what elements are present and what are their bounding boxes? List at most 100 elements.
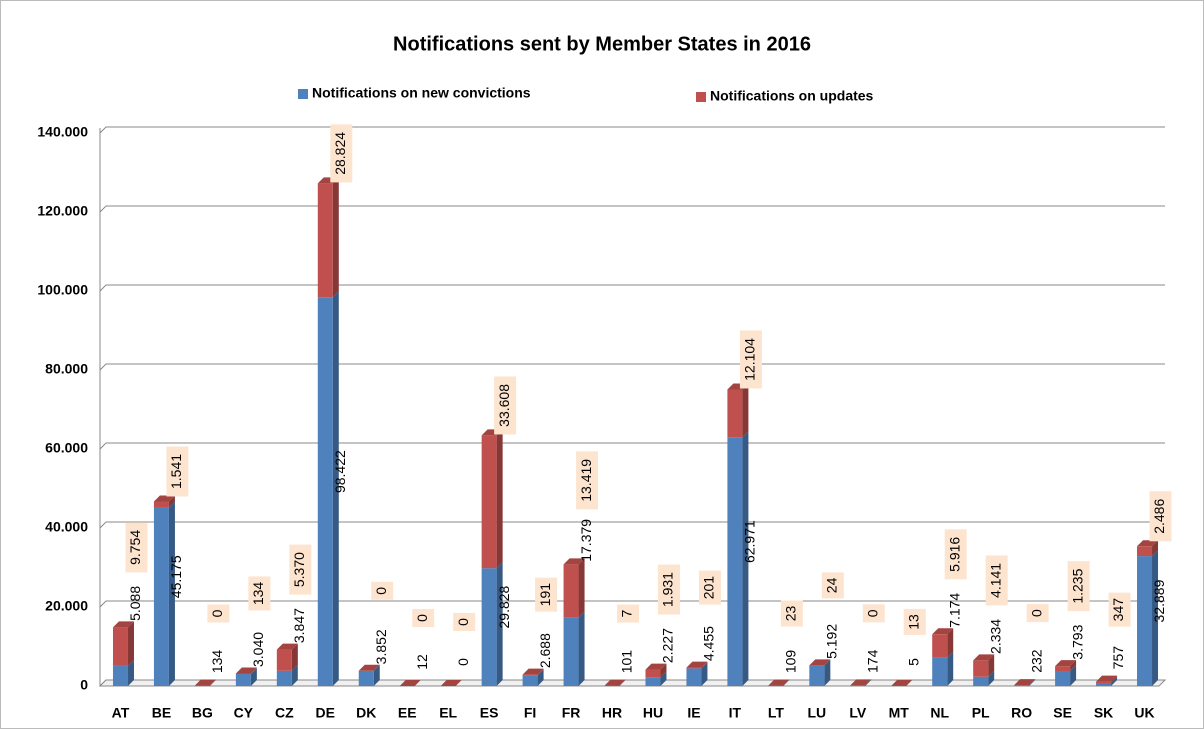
bar	[112, 627, 128, 666]
bar	[727, 437, 743, 686]
bar-top	[235, 667, 257, 674]
x-tick-label: IE	[687, 705, 700, 721]
value-label: 1.541	[168, 454, 184, 489]
bar	[686, 667, 702, 669]
x-tick-label: BG	[192, 705, 213, 721]
value-label: 0	[455, 618, 471, 626]
value-label: 4.141	[987, 563, 1003, 598]
bar-side	[1152, 540, 1159, 557]
value-label-bg	[289, 544, 312, 595]
bar-top	[522, 668, 544, 675]
bar-side	[988, 654, 995, 677]
bar	[645, 677, 661, 686]
value-label: 0	[414, 614, 430, 622]
y-tick-label: 60.000	[45, 440, 88, 456]
bar-top	[153, 495, 175, 502]
value-label: 7	[619, 609, 635, 617]
y-tick-label: 20.000	[45, 598, 88, 614]
grid-line	[99, 284, 1165, 292]
value-label: 0	[864, 609, 880, 617]
value-label: 757	[1110, 646, 1126, 670]
value-label: 5.192	[824, 624, 840, 659]
grid-line	[99, 205, 1165, 213]
bar	[481, 568, 497, 686]
bar	[1014, 685, 1030, 686]
y-tick-label: 0	[80, 677, 88, 693]
bar-side	[783, 679, 790, 686]
grid-line	[99, 126, 1165, 134]
bar	[563, 564, 579, 618]
value-label-bg	[125, 522, 148, 573]
bar-side	[291, 643, 298, 671]
value-label: 4.455	[701, 626, 717, 661]
bar	[112, 665, 128, 686]
legend-label: Notifications on new convictions	[312, 85, 531, 101]
value-label-bg	[1067, 561, 1090, 612]
x-tick-label: FR	[562, 705, 581, 721]
bar-top	[399, 679, 421, 686]
bar	[235, 673, 251, 686]
bar-side	[1111, 675, 1118, 684]
value-label: 1.235	[1069, 568, 1085, 603]
value-label: 5.370	[291, 552, 307, 587]
value-label-bg	[903, 608, 926, 635]
x-tick-label: RO	[1011, 705, 1032, 721]
bar	[358, 670, 374, 686]
value-label: 98.422	[332, 450, 348, 493]
value-label: 1.931	[660, 572, 676, 607]
value-label: 109	[783, 650, 799, 674]
bar-side	[537, 669, 544, 686]
value-label-bg	[698, 570, 721, 605]
x-tick-label: IT	[729, 705, 742, 721]
bar-side	[1152, 550, 1159, 686]
x-tick-label: CY	[234, 705, 254, 721]
value-label: 3.847	[291, 608, 307, 643]
value-label: 12	[414, 654, 430, 670]
bar	[153, 507, 169, 686]
bar	[932, 657, 948, 686]
value-label: 5	[905, 658, 921, 666]
bar-side	[250, 667, 257, 674]
bar-side	[127, 621, 134, 666]
bar-top	[809, 659, 831, 666]
chart-title: Notifications sent by Member States in 2…	[393, 33, 811, 55]
value-label: 12.104	[742, 338, 758, 381]
value-label-bg	[780, 600, 803, 627]
bar	[645, 669, 661, 678]
bar	[276, 649, 292, 671]
bar-side	[906, 679, 913, 686]
x-tick-label: SE	[1053, 705, 1072, 721]
x-tick-label: BE	[152, 705, 171, 721]
bar-side	[168, 495, 175, 508]
bar-side	[619, 679, 626, 686]
x-tick-label: SK	[1094, 705, 1113, 721]
bar	[235, 673, 251, 674]
x-tick-label: HU	[643, 705, 663, 721]
x-tick-label: DE	[316, 705, 335, 721]
x-tick-label: NL	[930, 705, 949, 721]
x-tick-label: LU	[807, 705, 826, 721]
value-label: 3.793	[1069, 624, 1085, 659]
bar-side	[291, 664, 298, 686]
bar	[686, 668, 702, 686]
bar	[317, 297, 333, 686]
value-label-bg	[371, 581, 394, 600]
bar	[809, 665, 825, 686]
value-label-bg	[535, 577, 558, 612]
y-tick-label: 40.000	[45, 519, 88, 535]
bar	[1137, 556, 1153, 686]
bar-side	[1111, 677, 1118, 686]
bar-side	[701, 662, 708, 686]
value-label-bg	[576, 451, 599, 510]
bar-side	[1070, 660, 1077, 672]
value-label: 347	[1110, 598, 1126, 622]
bar-side	[701, 661, 708, 669]
x-tick-label: FI	[524, 705, 536, 721]
value-label: 5.088	[127, 586, 143, 621]
value-label: 2.334	[987, 619, 1003, 654]
value-label: 0	[209, 609, 225, 617]
bar	[932, 634, 948, 658]
x-tick-label: UK	[1134, 705, 1154, 721]
value-label: 2.486	[1151, 499, 1167, 534]
bar	[317, 183, 333, 298]
